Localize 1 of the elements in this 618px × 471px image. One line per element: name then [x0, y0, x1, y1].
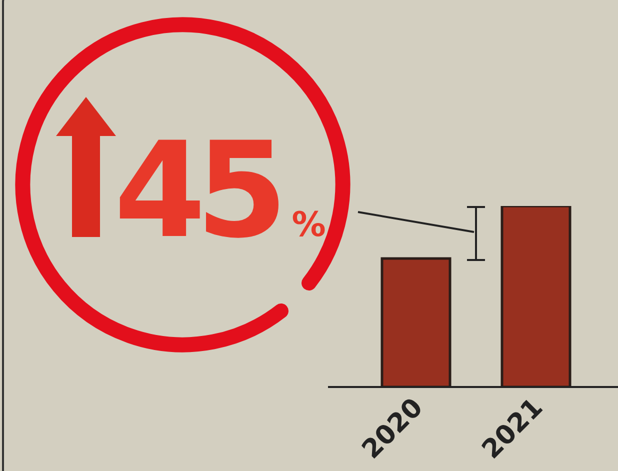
text: 45% — [114, 114, 326, 268]
